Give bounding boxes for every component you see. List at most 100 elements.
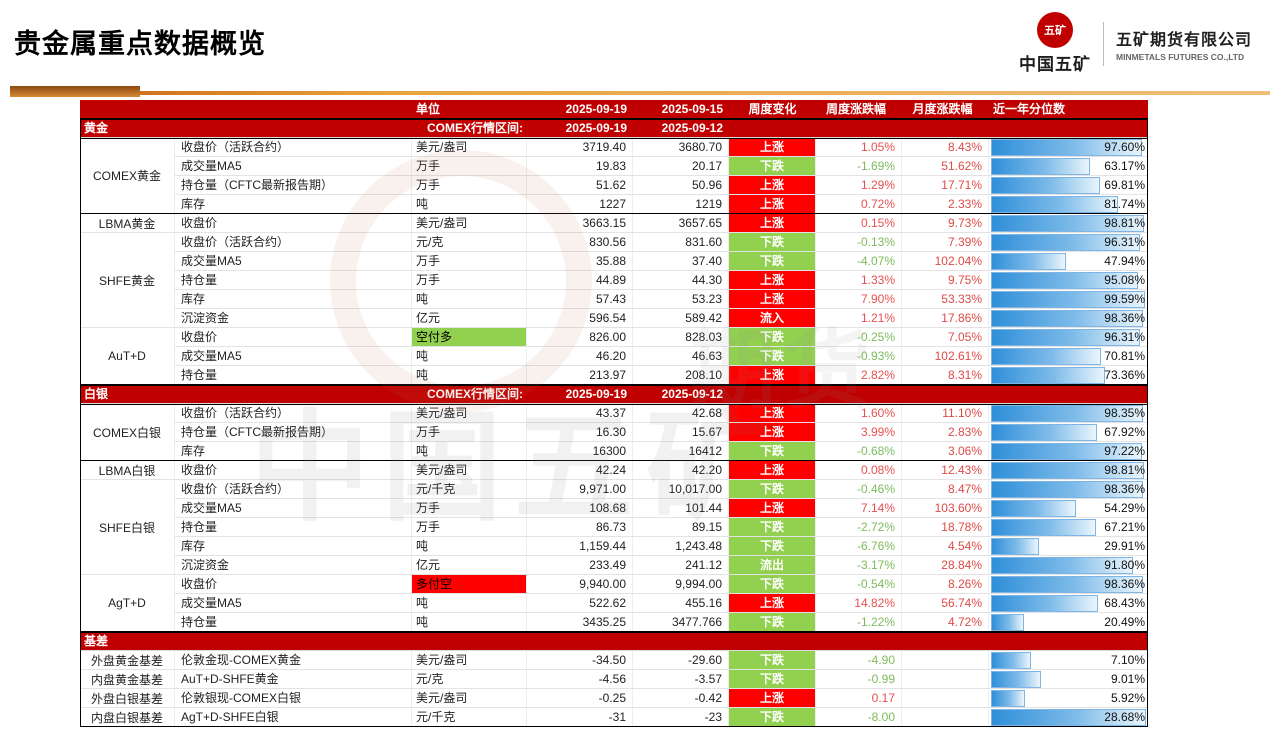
indicator-cell: 收盘价（活跃合约）	[175, 404, 412, 422]
weekly-pct-cell: -3.17%	[816, 556, 902, 574]
value-col2-cell: 1,243.48	[633, 537, 729, 555]
section-empty-cell	[989, 119, 1148, 137]
percentile-value: 98.36%	[1104, 577, 1145, 591]
value-col1-cell: 3435.25	[527, 613, 633, 631]
weekly-pct-cell: 7.14%	[816, 499, 902, 517]
percentile-bar	[991, 291, 1146, 308]
title-divider-accent	[10, 86, 140, 97]
indicator-cell: 成交量MA5	[175, 157, 412, 175]
weekly-change-cell: 上涨	[729, 423, 816, 441]
table-row: 持仓量（CFTC最新报告期） 万手 51.62 50.96 上涨 1.29% 17.71% 6…	[175, 176, 1148, 195]
value-col1-cell: 35.88	[527, 252, 633, 270]
percentile-bar	[991, 215, 1145, 232]
indicator-cell: 伦敦银现-COMEX白银	[175, 689, 412, 707]
value-col1-cell: 3719.40	[527, 138, 633, 156]
group-rows: 收盘价（活跃合约） 美元/盎司 43.37 42.68 上涨 1.60% 11.10% 98.…	[175, 404, 1148, 461]
percentile-cell: 67.21%	[989, 518, 1148, 536]
unit-cell: 美元/盎司	[412, 214, 527, 232]
table-group: 外盘黄金基差 伦敦金现-COMEX黄金 美元/盎司 -34.50 -29.60 下跌 -4.…	[80, 651, 1148, 670]
monthly-pct-cell: 28.84%	[902, 556, 989, 574]
percentile-cell: 70.81%	[989, 347, 1148, 365]
header-percentile-cell: 近一年分位数	[993, 102, 1066, 116]
weekly-pct-cell: 1.29%	[816, 176, 902, 194]
percentile-bar	[991, 690, 1025, 707]
monthly-pct-cell: 53.33%	[902, 290, 989, 308]
unit-cell: 万手	[412, 271, 527, 289]
weekly-pct-cell: 7.90%	[816, 290, 902, 308]
section-date1: 2025-09-19	[565, 387, 627, 401]
company-logo: 五矿 中国五矿 五矿期货有限公司 MINMETALS FUTURES CO.,L…	[1019, 12, 1252, 75]
value-col1-cell: 826.00	[527, 328, 633, 346]
table-row: 沉淀资金 亿元 233.49 241.12 流出 -3.17% 28.84% 91.80%	[175, 556, 1148, 575]
table-row: 成交量MA5 吨 522.62 455.16 上涨 14.82% 56.74% 68.43%	[175, 594, 1148, 613]
weekly-pct-cell: 1.33%	[816, 271, 902, 289]
table-row: 库存吨 1,159.44 1,243.48 下跌 -6.76% 4.54% 29.91%	[175, 537, 1148, 556]
weekly-pct-cell: 0.08%	[816, 461, 902, 479]
unit-cell: 吨	[412, 347, 527, 365]
weekly-pct-cell: 2.82%	[816, 366, 902, 384]
monthly-pct-cell: 103.60%	[902, 499, 989, 517]
section-name: 白银	[84, 387, 109, 401]
group-rows: 收盘价 美元/盎司 3663.15 3657.65 上涨 0.15% 9.73% 98.81%	[175, 214, 1148, 233]
header-unit-cell: 单位	[416, 102, 441, 116]
unit-cell: 元/千克	[412, 480, 527, 498]
value-col1-cell: 233.49	[527, 556, 633, 574]
weekly-change-cell: 下跌	[729, 347, 816, 365]
weekly-pct-cell: -0.93%	[816, 347, 902, 365]
section-empty-cell	[816, 385, 902, 403]
percentile-value: 7.10%	[1110, 653, 1145, 667]
weekly-change-cell: 上涨	[729, 214, 816, 232]
monthly-pct-cell	[902, 651, 989, 669]
monthly-pct-cell	[902, 689, 989, 707]
percentile-value: 97.60%	[1104, 140, 1145, 154]
unit-cell: 多付空	[412, 575, 527, 593]
unit-cell: 吨	[412, 537, 527, 555]
value-col1-cell: 830.56	[527, 233, 633, 251]
section-range-label: COMEX行情区间:	[426, 121, 523, 135]
table-row: 成交量MA5 万手 35.88 37.40 下跌 -4.07% 102.04% 47.94%	[175, 252, 1148, 271]
group-label: AuT+D	[80, 328, 175, 385]
monthly-pct-cell: 17.71%	[902, 176, 989, 194]
monthly-pct-cell: 9.75%	[902, 271, 989, 289]
indicator-cell: 持仓量	[175, 366, 412, 384]
percentile-bar	[991, 481, 1144, 498]
percentile-cell: 5.92%	[989, 689, 1148, 707]
table-group: LBMA白银 收盘价 美元/盎司 42.24 42.20 上涨 0.08% 12.43% 98.…	[80, 461, 1148, 480]
value-col1-cell: 1,159.44	[527, 537, 633, 555]
monthly-pct-cell: 7.05%	[902, 328, 989, 346]
value-col1-cell: 3663.15	[527, 214, 633, 232]
percentile-bar	[991, 595, 1098, 612]
monthly-pct-cell: 102.61%	[902, 347, 989, 365]
indicator-cell: 持仓量	[175, 271, 412, 289]
table-row: AgT+D-SHFE白银 元/千克 -31 -23 下跌 -8.00 28.68%	[175, 708, 1148, 727]
percentile-cell: 98.35%	[989, 404, 1148, 422]
weekly-pct-cell: 1.05%	[816, 138, 902, 156]
value-col1-cell: 213.97	[527, 366, 633, 384]
percentile-value: 67.21%	[1104, 520, 1145, 534]
percentile-cell: 98.81%	[989, 214, 1148, 232]
value-col2-cell: 44.30	[633, 271, 729, 289]
unit-cell: 万手	[412, 176, 527, 194]
table-row: 持仓量吨 3435.25 3477.766 下跌 -1.22% 4.72% 20.49%	[175, 613, 1148, 632]
weekly-change-cell: 下跌	[729, 233, 816, 251]
unit-cell: 万手	[412, 157, 527, 175]
value-col1-cell: 16300	[527, 442, 633, 460]
percentile-cell: 47.94%	[989, 252, 1148, 270]
value-col2-cell: 15.67	[633, 423, 729, 441]
weekly-pct-cell: 1.60%	[816, 404, 902, 422]
percentile-value: 28.68%	[1104, 710, 1145, 724]
weekly-change-cell: 下跌	[729, 537, 816, 555]
section-band-row: 白银 COMEX行情区间: 2025-09-19 2025-09-12	[80, 385, 1148, 404]
value-col1-cell: 9,940.00	[527, 575, 633, 593]
value-col2-cell: -0.42	[633, 689, 729, 707]
weekly-change-cell: 上涨	[729, 461, 816, 479]
value-col1-cell: 42.24	[527, 461, 633, 479]
weekly-change-cell: 下跌	[729, 157, 816, 175]
monthly-pct-cell: 9.73%	[902, 214, 989, 232]
value-col1-cell: 86.73	[527, 518, 633, 536]
percentile-value: 81.74%	[1104, 197, 1145, 211]
indicator-cell: 收盘价	[175, 328, 412, 346]
value-col2-cell: 3680.70	[633, 138, 729, 156]
value-col1-cell: 19.83	[527, 157, 633, 175]
indicator-cell: 收盘价	[175, 575, 412, 593]
